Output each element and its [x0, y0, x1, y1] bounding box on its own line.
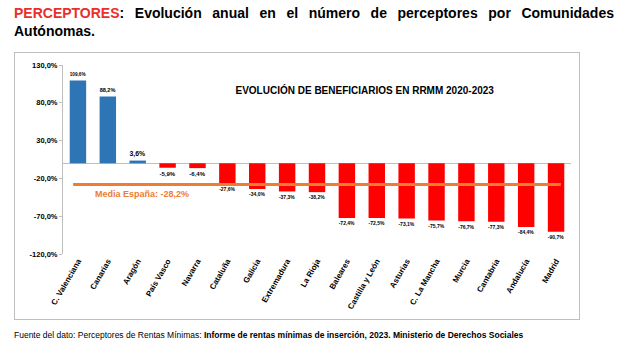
svg-text:Andalucía: Andalucía [504, 257, 531, 295]
svg-text:-76,7%: -76,7% [458, 224, 474, 230]
svg-text:Media España: -28,2%: Media España: -28,2% [95, 189, 189, 199]
svg-text:-70,0%: -70,0% [34, 212, 58, 221]
svg-text:-72,4%: -72,4% [339, 220, 355, 226]
svg-text:C. Valenciana: C. Valenciana [50, 257, 84, 307]
svg-text:Cataluña: Cataluña [208, 257, 233, 291]
svg-text:130,0%: 130,0% [32, 61, 58, 70]
svg-text:La Rioja: La Rioja [299, 257, 323, 289]
svg-text:109,6%: 109,6% [70, 72, 87, 77]
svg-text:-27,6%: -27,6% [219, 186, 235, 192]
svg-text:-84,4%: -84,4% [518, 229, 534, 235]
svg-text:-34,0%: -34,0% [249, 191, 265, 197]
svg-text:80,0%: 80,0% [36, 98, 58, 107]
svg-text:-38,2%: -38,2% [309, 194, 325, 200]
svg-text:C. La Mancha: C. La Mancha [408, 257, 442, 307]
svg-text:Castilla y León: Castilla y León [346, 257, 382, 310]
svg-text:-73,1%: -73,1% [398, 221, 414, 227]
svg-text:Extremadura: Extremadura [260, 257, 293, 304]
svg-text:Navarra: Navarra [180, 257, 203, 288]
html-text:PERCEPTORES: Evolución anual e: PERCEPTORES: Evolución anual en el númer… [14, 5, 614, 39]
svg-text:-72,5%: -72,5% [369, 220, 385, 226]
svg-text:Madrid: Madrid [540, 257, 561, 284]
svg-text:-6,4%: -6,4% [189, 171, 205, 177]
svg-text:3,6%: 3,6% [130, 150, 146, 158]
svg-text:Galicia: Galicia [242, 257, 263, 285]
svg-text:-120,0%: -120,0% [30, 250, 58, 259]
svg-text:Baleares: Baleares [328, 257, 353, 291]
svg-text:-37,3%: -37,3% [279, 194, 295, 200]
svg-text:-75,7%: -75,7% [428, 223, 444, 229]
svg-text:Murcia: Murcia [451, 257, 472, 284]
svg-text:30,0%: 30,0% [36, 136, 58, 145]
svg-text:-90,7%: -90,7% [548, 234, 564, 240]
svg-text:Cantabria: Cantabria [475, 257, 502, 294]
svg-text:Asturias: Asturias [388, 257, 412, 290]
svg-text:-77,3%: -77,3% [488, 224, 504, 230]
svg-text:88,2%: 88,2% [100, 87, 116, 93]
svg-text:País Vasco: País Vasco [144, 257, 173, 298]
html-text:Fuente del dato: Perceptores d: Fuente del dato: Perceptores de Rentas M… [14, 330, 524, 340]
svg-text:-5,9%: -5,9% [159, 171, 175, 177]
svg-text:EVOLUCIÓN DE BENEFICIARIOS EN: EVOLUCIÓN DE BENEFICIARIOS EN RRMM 2020-… [235, 84, 494, 96]
svg-text:Aragón: Aragón [121, 257, 143, 286]
svg-text:-20,0%: -20,0% [34, 174, 58, 183]
svg-text:Canarias: Canarias [88, 257, 113, 291]
